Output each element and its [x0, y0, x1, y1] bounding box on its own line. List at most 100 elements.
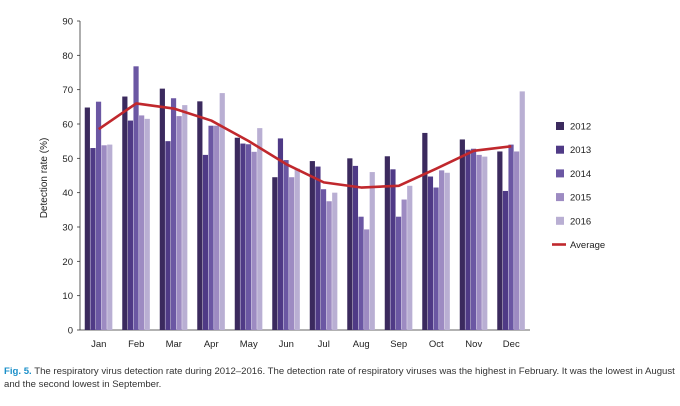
- y-tick-label: 50: [62, 154, 73, 165]
- bar-2016-Nov: [482, 156, 488, 330]
- bar-2016-Sep: [407, 185, 413, 330]
- x-tick-label: Feb: [128, 339, 144, 350]
- bar-2014-Dec: [508, 144, 514, 330]
- bar-2013-Jul: [315, 166, 321, 330]
- bar-2015-Jul: [326, 201, 332, 330]
- legend-swatch-2012: [556, 122, 564, 130]
- bar-2015-Mar: [176, 116, 182, 330]
- y-tick-label: 30: [62, 223, 73, 234]
- bar-2015-Aug: [364, 229, 370, 330]
- bar-2014-May: [245, 144, 252, 330]
- bar-2013-Mar: [165, 141, 171, 330]
- legend-label-2015: 2015: [570, 193, 591, 204]
- bar-2015-Sep: [401, 199, 407, 330]
- bar-2012-Sep: [384, 156, 390, 330]
- y-tick-label: 10: [62, 291, 73, 302]
- x-tick-label: Dec: [503, 339, 520, 350]
- bar-2016-Jan: [107, 144, 113, 330]
- legend-swatch-2014: [556, 169, 564, 178]
- bar-2012-Mar: [159, 88, 165, 331]
- bar-2013-Jun: [277, 138, 284, 330]
- bar-2016-Apr: [219, 93, 225, 330]
- bar-2012-Jan: [84, 107, 90, 331]
- x-tick-label: Sep: [390, 339, 407, 350]
- bar-2015-Feb: [139, 115, 145, 331]
- bar-2012-Jun: [272, 177, 278, 330]
- legend-swatch-2016: [556, 216, 564, 225]
- y-tick-label: 0: [68, 326, 73, 337]
- bar-2012-Feb: [122, 96, 128, 331]
- bar-2012-Dec: [497, 151, 503, 330]
- bar-2016-Aug: [369, 172, 375, 330]
- x-tick-label: Apr: [204, 339, 219, 350]
- bar-2013-Jan: [90, 148, 96, 330]
- bar-2014-Oct: [433, 187, 439, 330]
- bar-2016-Feb: [144, 118, 150, 330]
- bar-2015-Jun: [289, 177, 295, 330]
- bar-2012-Aug: [347, 158, 353, 330]
- bar-2014-Jun: [283, 160, 289, 330]
- x-tick-label: Mar: [166, 339, 182, 350]
- bar-2015-Jan: [101, 145, 107, 330]
- y-tick-label: 60: [62, 120, 73, 131]
- bar-2013-Oct: [427, 176, 434, 330]
- bar-2015-Nov: [476, 154, 482, 330]
- bar-2015-Apr: [214, 125, 220, 330]
- bar-2016-Dec: [519, 91, 525, 330]
- y-tick-label: 80: [62, 51, 73, 62]
- bar-2013-May: [240, 143, 246, 330]
- legend-label-2012: 2012: [570, 122, 591, 133]
- y-tick-label: 20: [62, 257, 73, 268]
- x-tick-label: Nov: [465, 339, 482, 350]
- bar-2014-Mar: [170, 98, 177, 330]
- bar-2013-Nov: [465, 149, 471, 330]
- bar-2013-Sep: [390, 169, 396, 330]
- figure-caption: Fig. 5. The respiratory virus detection …: [4, 366, 676, 391]
- plot-layer: 0 10 20 30 40 50 60 70 80 90 Jan Feb Mar Apr May Jun Jul…: [62, 17, 530, 350]
- x-tick-label: Oct: [429, 339, 444, 350]
- bar-2016-Oct: [444, 172, 450, 330]
- bar-2014-Sep: [395, 216, 402, 330]
- caption-text: The respiratory virus detection rate dur…: [4, 366, 675, 390]
- legend-label-2014: 2014: [570, 169, 591, 180]
- x-tick-label: May: [240, 339, 258, 350]
- bar-2013-Dec: [502, 190, 509, 330]
- legend-label-2013: 2013: [570, 145, 591, 156]
- bar-2016-Jul: [332, 192, 338, 330]
- bar-2014-Feb: [133, 66, 139, 330]
- legend-swatch-2015: [556, 193, 564, 202]
- legend: 2012 2013 2014 2015 2016 Average: [552, 122, 605, 251]
- x-tick-label: Jun: [279, 339, 294, 350]
- bar-2014-Jul: [320, 189, 327, 330]
- bar-2013-Feb: [127, 120, 134, 330]
- bar-2016-May: [257, 128, 263, 330]
- figure-label: Fig. 5.: [4, 366, 32, 377]
- bar-2014-Aug: [358, 216, 364, 330]
- bar-2015-Oct: [439, 170, 445, 330]
- y-axis-title: Detection rate (%): [39, 138, 50, 219]
- x-tick-label: Jul: [318, 339, 330, 350]
- y-tick-label: 40: [62, 188, 73, 199]
- y-tick-label: 90: [62, 17, 73, 28]
- bar-2014-Apr: [208, 125, 214, 330]
- legend-swatch-2013: [556, 145, 564, 154]
- bar-2012-Jul: [309, 161, 315, 330]
- average-line: [98, 102, 512, 189]
- bar-2015-May: [251, 151, 257, 330]
- bar-2012-Oct: [422, 132, 428, 330]
- bar-2012-Nov: [459, 139, 465, 330]
- legend-label-average: Average: [570, 240, 605, 251]
- bar-2013-Apr: [202, 154, 209, 330]
- bar-2012-Apr: [197, 101, 203, 330]
- bar-2016-Jun: [294, 168, 300, 330]
- bar-2014-Nov: [470, 148, 477, 330]
- bar-2012-May: [234, 137, 240, 330]
- bar-2013-Aug: [352, 165, 359, 330]
- legend-label-2016: 2016: [570, 216, 591, 227]
- bar-2015-Dec: [514, 151, 520, 330]
- x-tick-label: Aug: [353, 339, 370, 350]
- bar-2014-Jan: [95, 101, 102, 330]
- y-tick-label: 70: [62, 85, 73, 96]
- x-tick-label: Jan: [91, 339, 106, 350]
